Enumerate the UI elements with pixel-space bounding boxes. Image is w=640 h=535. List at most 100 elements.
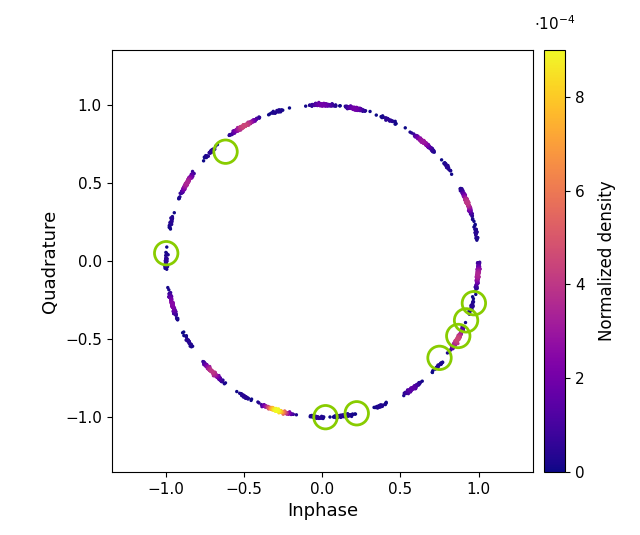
Point [225, 131, 235, 140]
Point [202, 361, 212, 370]
Point [370, 403, 380, 412]
Point [162, 257, 172, 266]
Point [450, 339, 460, 348]
Point [178, 185, 188, 193]
Point [451, 339, 461, 348]
Point [200, 151, 211, 160]
Point [360, 106, 371, 115]
Point [409, 129, 419, 138]
Point [453, 335, 463, 343]
Point [472, 269, 483, 277]
Point [167, 216, 177, 224]
Point [208, 369, 218, 377]
Point [240, 120, 250, 129]
Point [471, 234, 481, 242]
Point [268, 109, 278, 117]
Point [470, 231, 481, 240]
Point [422, 142, 433, 150]
Point [464, 204, 474, 213]
Point [348, 104, 358, 112]
Point [202, 363, 212, 371]
Point [180, 181, 191, 190]
Point [168, 300, 178, 309]
Point [284, 104, 294, 112]
Point [449, 339, 459, 347]
Point [164, 291, 175, 299]
Point [415, 134, 426, 142]
Point [452, 339, 463, 348]
Point [374, 403, 384, 411]
Point [455, 330, 465, 338]
Point [250, 116, 260, 124]
Point [423, 141, 433, 150]
Point [459, 188, 469, 197]
Point [340, 410, 351, 419]
Point [452, 338, 462, 347]
Point [317, 412, 327, 421]
Point [239, 122, 249, 131]
Point [474, 273, 484, 282]
Point [246, 118, 256, 126]
Point [452, 335, 463, 343]
Point [275, 407, 285, 416]
Point [454, 330, 465, 339]
Point [472, 273, 482, 281]
Point [380, 400, 390, 409]
Point [451, 336, 461, 345]
Point [331, 411, 341, 420]
Point [415, 379, 425, 388]
Point [473, 275, 483, 284]
Point [418, 136, 428, 145]
Point [339, 412, 349, 421]
Point [403, 387, 413, 396]
Point [239, 120, 250, 129]
Point [344, 103, 355, 112]
Point [166, 295, 177, 303]
Point [166, 294, 177, 303]
Point [454, 332, 464, 341]
Point [473, 273, 483, 281]
Point [353, 105, 364, 113]
Point [474, 266, 484, 275]
Point [180, 181, 191, 189]
Point [324, 102, 335, 110]
Point [188, 170, 198, 178]
Point [236, 389, 246, 398]
Point [470, 283, 481, 292]
Point [473, 272, 483, 281]
Point [330, 102, 340, 110]
Point [200, 361, 210, 369]
Point [472, 263, 483, 271]
Point [207, 367, 218, 376]
Point [411, 381, 421, 389]
Point [445, 166, 455, 175]
Point [276, 408, 286, 416]
Point [181, 332, 191, 341]
Point [209, 369, 220, 377]
Point [268, 406, 278, 414]
Point [445, 166, 456, 175]
Point [472, 271, 483, 279]
Point [449, 340, 459, 348]
Point [459, 193, 469, 202]
Point [347, 410, 357, 419]
Point [161, 254, 172, 263]
Point [408, 384, 419, 392]
Point [383, 114, 393, 123]
Point [181, 333, 191, 341]
Point [168, 304, 179, 312]
Point [230, 129, 240, 137]
Point [271, 407, 281, 415]
Point [170, 306, 180, 315]
Point [166, 299, 177, 308]
Point [259, 400, 269, 409]
Point [335, 411, 346, 420]
Point [206, 366, 216, 375]
Point [208, 369, 218, 377]
Point [452, 333, 463, 342]
Point [207, 367, 218, 376]
Point [339, 412, 349, 421]
Point [450, 338, 460, 347]
Point [187, 171, 197, 179]
Point [166, 293, 177, 302]
